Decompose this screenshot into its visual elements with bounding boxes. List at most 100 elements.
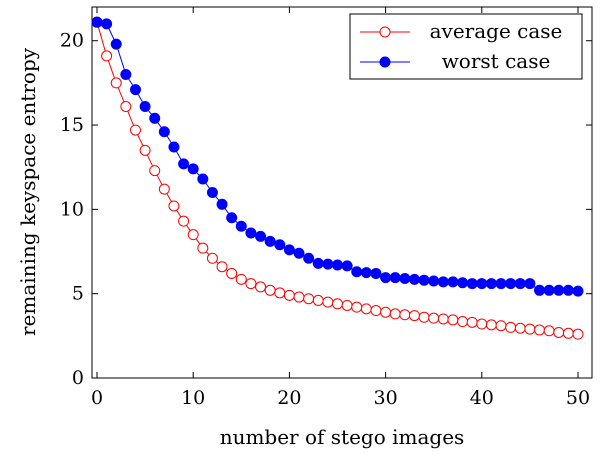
legend-items: average case worst case (360, 19, 562, 73)
data-point-average-case (370, 305, 382, 317)
data-point-worst-case (245, 227, 257, 239)
legend-marker-average-case (379, 26, 391, 38)
data-point-average-case (351, 301, 363, 313)
data-point-average-case (341, 299, 353, 311)
y-tick-label: 15 (60, 114, 84, 136)
data-point-average-case (408, 310, 420, 322)
data-point-average-case (101, 50, 113, 62)
data-point-average-case (485, 319, 497, 331)
data-point-worst-case (149, 112, 161, 124)
data-point-worst-case (562, 284, 574, 296)
y-tick-label: 10 (60, 198, 84, 220)
data-point-worst-case (187, 163, 199, 175)
data-point-worst-case (293, 247, 305, 259)
data-point-worst-case (418, 274, 430, 286)
data-point-average-case (187, 229, 199, 241)
data-point-average-case (322, 296, 334, 308)
data-point-average-case (206, 252, 218, 264)
x-axis-ticks: 0 10 20 30 40 50 (91, 7, 590, 409)
data-point-worst-case (283, 244, 295, 256)
data-point-average-case (158, 183, 170, 195)
data-point-average-case (303, 293, 315, 305)
data-point-worst-case (91, 16, 103, 28)
plot-frame (91, 6, 593, 379)
data-point-average-case (476, 318, 488, 330)
data-point-average-case (139, 144, 151, 156)
x-tick-label: 40 (470, 387, 494, 409)
legend-box (349, 13, 583, 80)
data-point-average-case (562, 327, 574, 339)
data-point-average-case (235, 273, 247, 285)
data-point-worst-case (235, 220, 247, 232)
legend-label-average-case: average case (430, 19, 563, 43)
data-point-worst-case (408, 273, 420, 285)
data-point-average-case (129, 124, 141, 136)
data-point-worst-case (322, 258, 334, 270)
data-point-worst-case (178, 158, 190, 170)
data-point-average-case (428, 312, 440, 324)
y-tick-label: 0 (72, 367, 84, 389)
data-point-worst-case (206, 187, 218, 198)
data-point-average-case (245, 278, 257, 290)
data-point-average-case (543, 325, 555, 337)
data-point-worst-case (534, 284, 546, 296)
data-point-worst-case (572, 285, 584, 297)
data-point-worst-case (485, 278, 497, 290)
data-point-worst-case (360, 267, 372, 279)
data-point-average-case (255, 281, 267, 293)
data-point-average-case (149, 165, 161, 177)
data-point-average-case (437, 313, 449, 325)
data-point-worst-case (101, 18, 113, 30)
data-point-average-case (389, 308, 401, 320)
series-average-case (91, 16, 584, 340)
legend-label-worst-case: worst case (442, 49, 551, 73)
y-tick-label: 20 (60, 30, 84, 52)
data-point-worst-case (168, 141, 180, 153)
data-point-worst-case (139, 100, 151, 112)
data-point-average-case (466, 316, 478, 328)
data-point-average-case (553, 326, 565, 338)
data-point-average-case (572, 328, 584, 340)
data-point-worst-case (216, 198, 228, 210)
x-tick-label: 30 (374, 387, 398, 409)
data-point-average-case (380, 306, 392, 318)
data-point-worst-case (495, 278, 507, 290)
data-point-worst-case (553, 284, 565, 296)
data-point-worst-case (505, 278, 517, 290)
legend-marker-worst-case (379, 56, 391, 68)
data-point-average-case (332, 298, 343, 310)
data-point-average-case (399, 309, 411, 321)
data-point-worst-case (332, 259, 343, 271)
data-point-average-case (495, 320, 507, 332)
x-tick-label: 10 (181, 387, 205, 409)
data-point-average-case (505, 321, 517, 333)
data-point-worst-case (303, 252, 315, 264)
data-point-average-case (447, 314, 459, 326)
data-point-worst-case (158, 126, 170, 138)
data-point-average-case (360, 303, 372, 315)
series-layer (91, 16, 584, 340)
data-point-average-case (457, 316, 469, 328)
data-point-average-case (534, 324, 546, 336)
data-point-worst-case (524, 278, 536, 290)
legend: average case worst case (349, 13, 583, 80)
data-point-worst-case (264, 235, 276, 247)
data-point-worst-case (341, 260, 353, 272)
data-point-worst-case (466, 278, 478, 290)
data-point-worst-case (476, 278, 488, 290)
data-point-worst-case (514, 278, 526, 290)
data-point-average-case (168, 200, 180, 212)
data-point-worst-case (110, 38, 122, 50)
data-point-worst-case (399, 273, 411, 285)
data-point-worst-case (370, 267, 382, 279)
data-point-average-case (283, 289, 295, 301)
data-point-worst-case (457, 277, 469, 289)
data-point-average-case (197, 242, 209, 254)
data-point-worst-case (543, 284, 555, 296)
data-point-worst-case (380, 272, 392, 284)
data-point-average-case (524, 323, 536, 335)
x-tick-label: 20 (277, 387, 301, 409)
data-point-worst-case (226, 212, 238, 224)
data-point-average-case (514, 322, 526, 334)
